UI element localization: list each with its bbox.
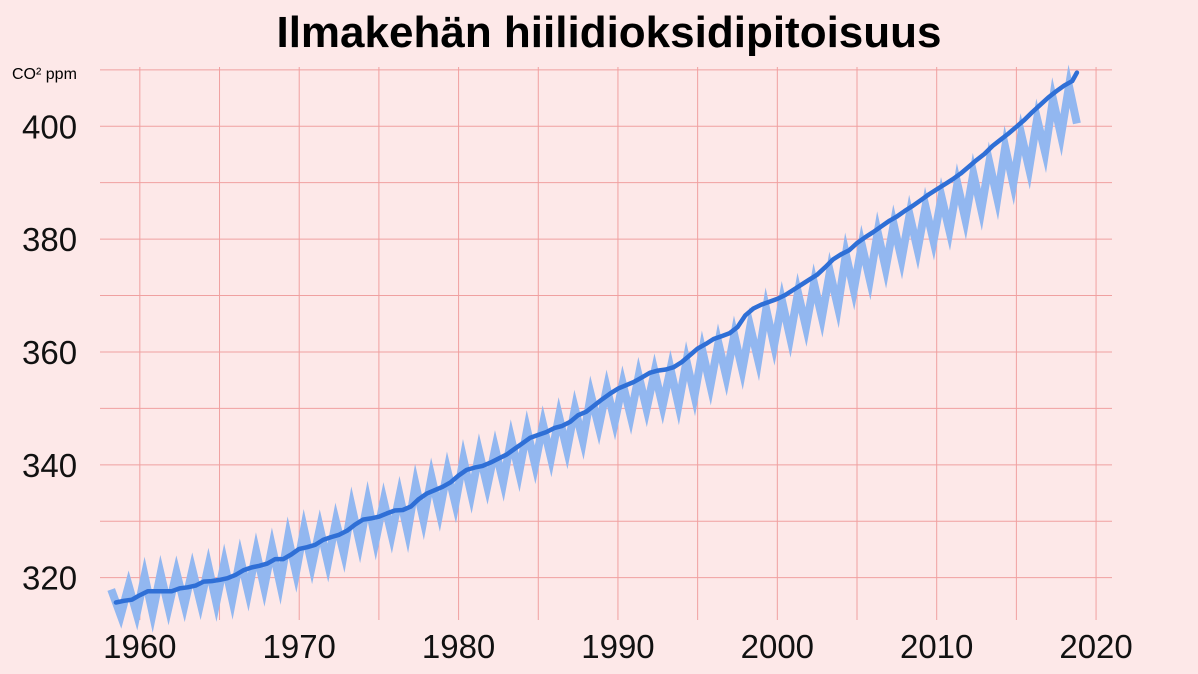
y-tick-label: 340 [22, 447, 77, 484]
y-tick-label: 320 [22, 560, 77, 597]
x-tick-label: 2010 [900, 628, 973, 665]
chart-title: Ilmakehän hiilidioksidipitoisuus [276, 8, 942, 57]
y-tick-label: 360 [22, 334, 77, 371]
tick-labels: 320 340 360 380 400 1960 1970 1980 1990 2000 2010 2… [22, 108, 1133, 665]
seasonal-co2-line [107, 64, 1081, 633]
x-tick-label: 1970 [263, 628, 336, 665]
y-axis-unit-label: CO² ppm [12, 66, 77, 83]
x-tick-label: 2000 [741, 628, 814, 665]
trend-co2-line [113, 70, 1080, 605]
x-tick-label: 1960 [103, 628, 176, 665]
y-tick-label: 380 [22, 221, 77, 258]
x-tick-label: 1980 [422, 628, 495, 665]
series-layer [107, 64, 1081, 633]
x-tick-label: 2020 [1059, 628, 1132, 665]
x-tick-label: 1990 [581, 628, 654, 665]
grid-lines [100, 67, 1112, 620]
y-tick-label: 400 [22, 108, 77, 145]
